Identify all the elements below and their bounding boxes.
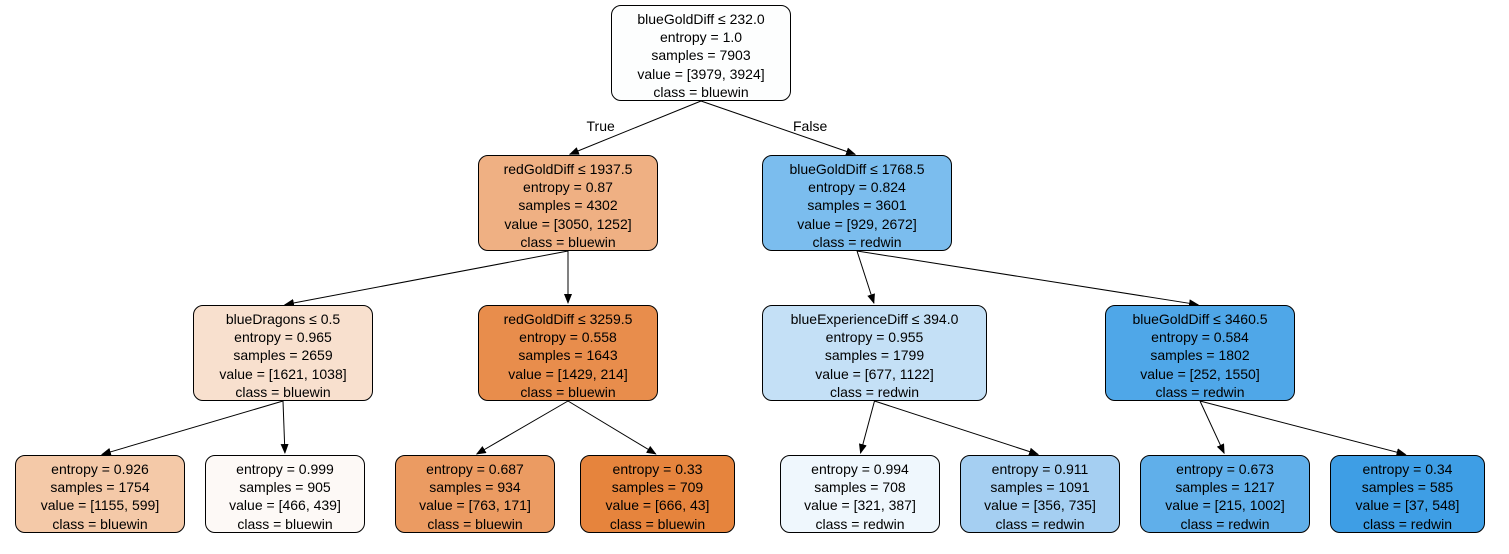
node-line: blueGoldDiff ≤ 1768.5: [771, 160, 943, 178]
node-line: class = bluewin: [487, 233, 649, 251]
node-line: samples = 3601: [771, 196, 943, 214]
tree-node: redGoldDiff ≤ 1937.5entropy = 0.87sample…: [478, 155, 658, 251]
node-line: samples = 934: [404, 478, 546, 496]
node-line: samples = 708: [789, 478, 931, 496]
tree-node: entropy = 0.687samples = 934value = [763…: [395, 455, 555, 533]
node-line: class = redwin: [1339, 515, 1476, 533]
node-line: entropy = 0.34: [1339, 460, 1476, 478]
node-line: value = [1621, 1038]: [202, 365, 364, 383]
node-line: entropy = 1.0: [620, 28, 782, 46]
node-line: value = [666, 43]: [589, 496, 726, 514]
node-line: value = [37, 548]: [1339, 496, 1476, 514]
node-line: value = [252, 1550]: [1114, 365, 1286, 383]
tree-node: entropy = 0.999samples = 905value = [466…: [205, 455, 365, 533]
node-line: value = [321, 387]: [789, 496, 931, 514]
tree-node: entropy = 0.673samples = 1217value = [21…: [1140, 455, 1310, 533]
node-line: samples = 585: [1339, 478, 1476, 496]
tree-node: entropy = 0.994samples = 708value = [321…: [780, 455, 940, 533]
node-line: class = bluewin: [487, 383, 649, 401]
node-line: class = bluewin: [589, 515, 726, 533]
node-line: class = redwin: [771, 233, 943, 251]
node-line: value = [763, 171]: [404, 496, 546, 514]
node-line: entropy = 0.926: [24, 460, 176, 478]
tree-node: redGoldDiff ≤ 3259.5entropy = 0.558sampl…: [478, 305, 658, 401]
node-line: blueExperienceDiff ≤ 394.0: [771, 310, 978, 328]
node-line: samples = 2659: [202, 346, 364, 364]
node-line: value = [356, 735]: [969, 496, 1111, 514]
tree-node: blueExperienceDiff ≤ 394.0entropy = 0.95…: [762, 305, 987, 401]
node-line: entropy = 0.87: [487, 178, 649, 196]
edge-label-true: True: [587, 118, 615, 134]
node-line: value = [466, 439]: [214, 496, 356, 514]
node-line: class = redwin: [1114, 383, 1286, 401]
node-line: entropy = 0.33: [589, 460, 726, 478]
node-line: samples = 905: [214, 478, 356, 496]
node-line: value = [3979, 3924]: [620, 65, 782, 83]
node-line: samples = 1217: [1149, 478, 1301, 496]
node-line: value = [1155, 599]: [24, 496, 176, 514]
node-line: value = [215, 1002]: [1149, 496, 1301, 514]
node-line: entropy = 0.824: [771, 178, 943, 196]
tree-node: blueGoldDiff ≤ 3460.5entropy = 0.584samp…: [1105, 305, 1295, 401]
tree-node: entropy = 0.926samples = 1754value = [11…: [15, 455, 185, 533]
node-line: value = [1429, 214]: [487, 365, 649, 383]
node-line: class = redwin: [969, 515, 1111, 533]
node-line: blueGoldDiff ≤ 3460.5: [1114, 310, 1286, 328]
node-line: samples = 1091: [969, 478, 1111, 496]
node-line: blueDragons ≤ 0.5: [202, 310, 364, 328]
node-line: samples = 4302: [487, 196, 649, 214]
node-line: samples = 7903: [620, 46, 782, 64]
node-line: class = bluewin: [404, 515, 546, 533]
node-line: samples = 1754: [24, 478, 176, 496]
node-line: samples = 709: [589, 478, 726, 496]
node-line: class = bluewin: [214, 515, 356, 533]
node-line: class = redwin: [789, 515, 931, 533]
node-line: entropy = 0.965: [202, 328, 364, 346]
tree-node: entropy = 0.34samples = 585value = [37, …: [1330, 455, 1485, 533]
node-line: entropy = 0.911: [969, 460, 1111, 478]
tree-node: blueDragons ≤ 0.5entropy = 0.965samples …: [193, 305, 373, 401]
node-line: blueGoldDiff ≤ 232.0: [620, 10, 782, 28]
node-line: samples = 1802: [1114, 346, 1286, 364]
node-line: entropy = 0.673: [1149, 460, 1301, 478]
node-line: value = [677, 1122]: [771, 365, 978, 383]
node-line: entropy = 0.955: [771, 328, 978, 346]
node-line: value = [3050, 1252]: [487, 215, 649, 233]
node-line: class = bluewin: [202, 383, 364, 401]
node-line: class = bluewin: [620, 83, 782, 101]
edge-label-false: False: [793, 118, 827, 134]
tree-node: entropy = 0.911samples = 1091value = [35…: [960, 455, 1120, 533]
tree-node: blueGoldDiff ≤ 232.0entropy = 1.0samples…: [611, 5, 791, 101]
node-line: entropy = 0.687: [404, 460, 546, 478]
node-line: class = redwin: [1149, 515, 1301, 533]
node-line: redGoldDiff ≤ 1937.5: [487, 160, 649, 178]
node-line: class = bluewin: [24, 515, 176, 533]
node-line: samples = 1799: [771, 346, 978, 364]
node-line: samples = 1643: [487, 346, 649, 364]
node-line: entropy = 0.584: [1114, 328, 1286, 346]
node-line: value = [929, 2672]: [771, 215, 943, 233]
node-line: entropy = 0.999: [214, 460, 356, 478]
node-line: entropy = 0.994: [789, 460, 931, 478]
tree-node: blueGoldDiff ≤ 1768.5entropy = 0.824samp…: [762, 155, 952, 251]
node-line: entropy = 0.558: [487, 328, 649, 346]
node-line: redGoldDiff ≤ 3259.5: [487, 310, 649, 328]
node-line: class = redwin: [771, 383, 978, 401]
tree-node: entropy = 0.33samples = 709value = [666,…: [580, 455, 735, 533]
